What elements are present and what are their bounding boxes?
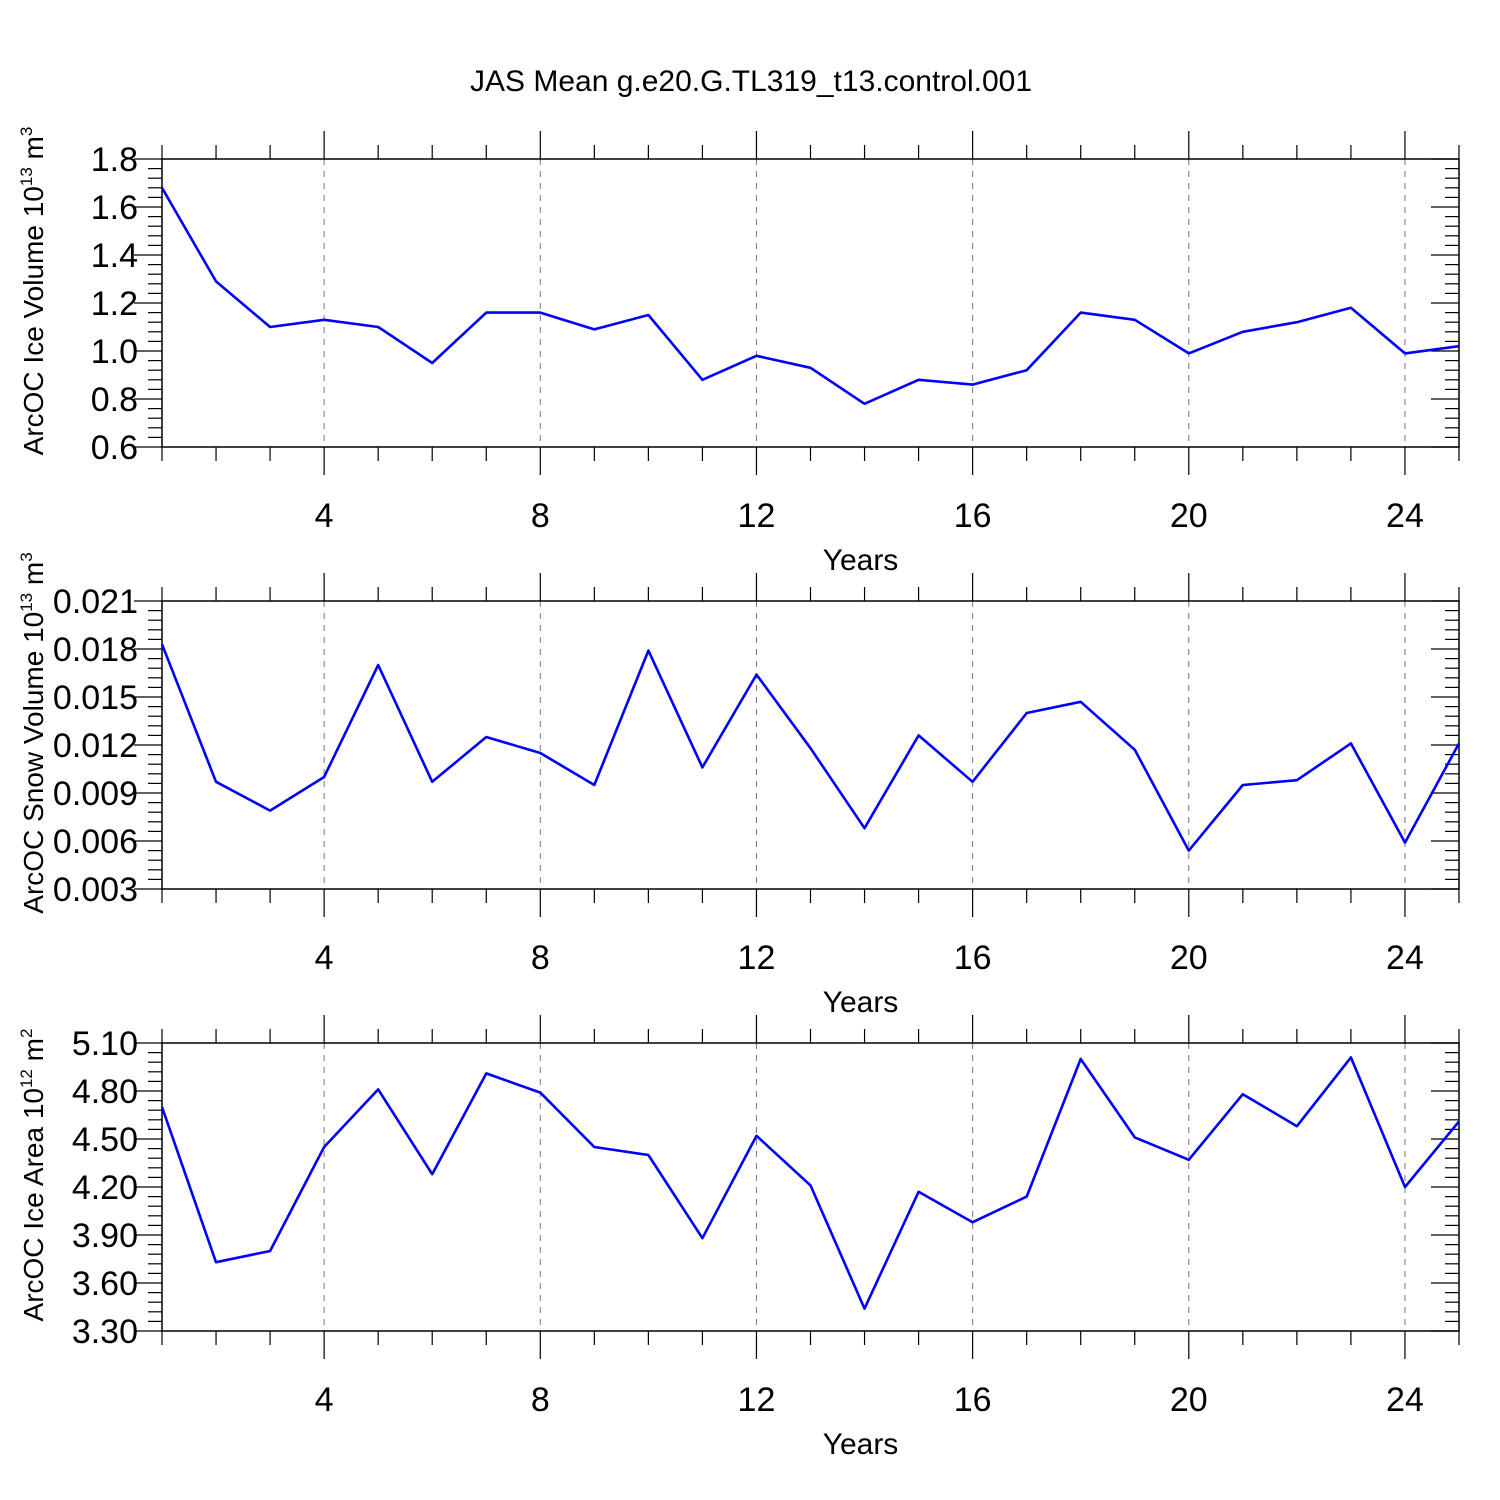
y-tick-label: 0.012 — [53, 727, 138, 765]
series-line — [160, 187, 1460, 406]
x-tick-label: 8 — [531, 497, 550, 535]
plot-frame — [161, 158, 1460, 448]
x-tick-label: 12 — [738, 939, 776, 977]
y-tick-label: 0.018 — [53, 631, 138, 669]
x-tick-label: 8 — [531, 1381, 550, 1419]
series-line — [160, 643, 1461, 852]
y-axis-label: ArcOC Ice Volume 1013 m3 — [17, 127, 49, 456]
x-tick-label: 16 — [954, 1381, 992, 1419]
x-tick-label: 12 — [738, 1381, 776, 1419]
y-tick-label: 0.6 — [91, 429, 138, 467]
y-tick-label: 3.90 — [72, 1217, 138, 1255]
x-tick-label: 4 — [315, 497, 334, 535]
x-tick-label: 24 — [1386, 497, 1424, 535]
y-tick-label: 1.8 — [91, 141, 138, 179]
y-tick-label: 3.60 — [72, 1265, 138, 1303]
y-tick-label: 4.80 — [72, 1073, 138, 1111]
x-tick-label: 16 — [954, 939, 992, 977]
x-tick-label: 20 — [1170, 939, 1208, 977]
x-axis-label: Years — [823, 544, 899, 577]
x-tick-label: 12 — [738, 497, 776, 535]
y-tick-label: 0.006 — [53, 823, 138, 861]
x-axis-label: Years — [823, 1428, 899, 1461]
y-tick-label: 0.009 — [53, 775, 138, 813]
y-tick-label: 1.2 — [91, 285, 138, 323]
chart-panel-1: 4 8 12 16 20 24 0.6 0.8 1.0 1.2 1.4 1.6 1.8 Years ArcO… — [17, 127, 1460, 577]
x-tick-label: 4 — [315, 1381, 334, 1419]
y-tick-label: 5.10 — [72, 1025, 138, 1063]
y-axis-label: ArcOC Ice Area 1012 m2 — [17, 1029, 49, 1322]
x-tick-label: 16 — [954, 497, 992, 535]
y-tick-label: 0.8 — [91, 381, 138, 419]
x-tick-label: 24 — [1386, 939, 1424, 977]
y-tick-label: 0.003 — [53, 871, 138, 909]
x-tick-label: 20 — [1170, 497, 1208, 535]
x-tick-label: 4 — [315, 939, 334, 977]
series-line — [160, 1056, 1461, 1310]
y-axis-label: ArcOC Snow Volume 1013 m3 — [17, 552, 49, 913]
panels: 4 8 12 16 20 24 0.6 0.8 1.0 1.2 1.4 1.6 1.8 Years ArcO… — [17, 127, 1461, 1461]
chart-title: JAS Mean g.e20.G.TL319_t13.control.001 — [470, 65, 1032, 98]
chart-panel-2: 4 8 12 16 20 24 0.003 0.006 0.009 0.012 0.015 0.018… — [17, 552, 1461, 1019]
chart-panel-3: 4 8 12 16 20 24 3.30 3.60 3.90 4.20 4.50 4.80 5.10 Ye… — [17, 1015, 1461, 1461]
x-axis-label: Years — [823, 986, 899, 1019]
y-tick-label: 0.021 — [53, 583, 138, 621]
y-tick-label: 3.30 — [72, 1313, 138, 1351]
y-tick-label: 1.4 — [91, 237, 138, 275]
x-tick-label: 20 — [1170, 1381, 1208, 1419]
y-tick-label: 1.0 — [91, 333, 138, 371]
y-tick-label: 1.6 — [91, 189, 138, 227]
y-tick-label: 0.015 — [53, 679, 138, 717]
y-tick-label: 4.50 — [72, 1121, 138, 1159]
y-tick-label: 4.20 — [72, 1169, 138, 1207]
x-tick-label: 24 — [1386, 1381, 1424, 1419]
x-tick-label: 8 — [531, 939, 550, 977]
plot-frame — [161, 600, 1460, 890]
